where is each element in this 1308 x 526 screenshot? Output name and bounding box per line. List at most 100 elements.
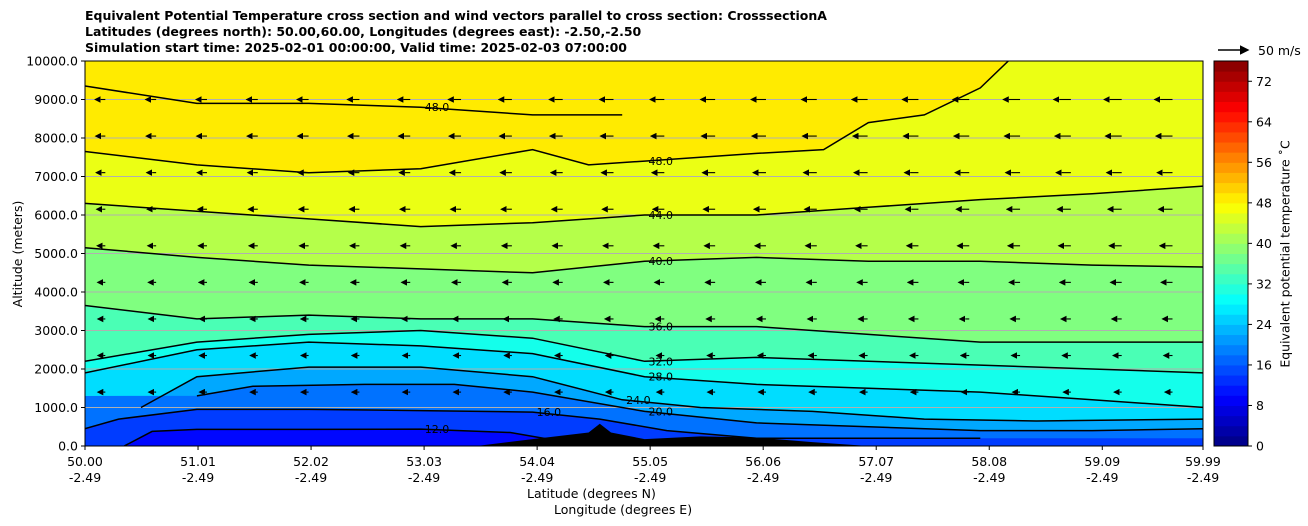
colorbar-tick-label: 32 xyxy=(1256,276,1272,291)
colorbar-swatch xyxy=(1214,375,1248,386)
colorbar-swatch xyxy=(1214,101,1248,113)
x-tick-label-lat: 51.01 xyxy=(180,454,216,469)
y-tick-label: 10000.0 xyxy=(26,54,78,69)
contour-line-32 xyxy=(85,329,1203,374)
y-tick-label: 1000.0 xyxy=(34,400,78,415)
colorbar-tick-label: 8 xyxy=(1256,398,1264,413)
x-tick-label-lat: 55.05 xyxy=(632,454,668,469)
contour-line-16 xyxy=(85,408,981,440)
x-tick-label-lon: -2.49 xyxy=(1086,470,1118,485)
wind-vector-field xyxy=(94,96,1173,396)
y-axis: 0.0 1000.0 2000.0 3000.0 4000.0 5000.0 6000.0 7… xyxy=(26,54,85,454)
colorbar-swatch xyxy=(1214,202,1248,214)
colorbar-swatch xyxy=(1214,334,1248,346)
band-below-12 xyxy=(124,429,600,446)
x-axis-label-longitude: Longitude (degrees E) xyxy=(554,502,693,517)
colorbar: 0 8 16 24 32 40 48 56 64 72 xyxy=(1213,60,1272,454)
colorbar-swatch xyxy=(1214,415,1248,427)
colorbar-tick-label: 48 xyxy=(1256,195,1272,210)
y-axis-label: Altitude (meters) xyxy=(10,200,25,308)
contour-label: 48.0 xyxy=(425,101,450,114)
colorbar-swatch xyxy=(1214,324,1248,336)
x-tick-label-lat: 59.09 xyxy=(1084,454,1120,469)
contour-line-44 xyxy=(85,185,1203,228)
x-tick-label-lon: -2.49 xyxy=(747,470,779,485)
colorbar-tick-label: 72 xyxy=(1256,74,1272,89)
colorbar-swatch xyxy=(1214,121,1248,133)
x-tick-label-lat: 53.03 xyxy=(406,454,442,469)
colorbar-swatch xyxy=(1214,304,1248,315)
colorbar-frame xyxy=(1213,60,1249,447)
colorbar-swatch xyxy=(1214,142,1248,153)
colorbar-swatch xyxy=(1214,131,1248,143)
horizontal-gridlines xyxy=(85,99,1203,408)
colorbar-swatch xyxy=(1214,364,1248,376)
y-tick-label: 0.0 xyxy=(58,439,78,454)
colorbar-swatch xyxy=(1214,263,1248,275)
colorbar-swatch xyxy=(1214,253,1248,265)
x-tick-label-lat: 54.04 xyxy=(519,454,555,469)
colorbar-swatch xyxy=(1214,223,1248,234)
colorbar-swatch xyxy=(1214,243,1248,254)
colorbar-swatch xyxy=(1214,233,1248,244)
colorbar-swatch xyxy=(1214,294,1248,305)
y-tick-label: 5000.0 xyxy=(34,246,78,261)
colorbar-swatch xyxy=(1214,172,1248,184)
y-tick-label: 4000.0 xyxy=(34,285,78,300)
contour-label: 16.0 xyxy=(537,406,562,419)
colorbar-swatch xyxy=(1214,273,1248,285)
x-tick-label-lat: 57.07 xyxy=(858,454,894,469)
x-axis: 50.00-2.4951.01-2.4952.02-2.4953.03-2.49… xyxy=(67,446,1221,485)
contour-line-24 xyxy=(140,366,1203,422)
terrain-shape xyxy=(476,423,869,446)
contour-line-20 xyxy=(196,383,1203,432)
contour-line-48 xyxy=(85,61,1009,174)
colorbar-swatch xyxy=(1214,435,1248,447)
colorbar-tick-label: 16 xyxy=(1256,357,1272,372)
x-tick-label-lon: -2.49 xyxy=(69,470,101,485)
x-tick-label-lat: 59.99 xyxy=(1185,454,1221,469)
x-tick-label-lat: 56.06 xyxy=(745,454,781,469)
contour-label: 12.0 xyxy=(425,423,450,436)
colorbar-swatch xyxy=(1214,385,1248,396)
x-axis-label-latitude: Latitude (degrees N) xyxy=(527,486,656,501)
colorbar-label: Equivalent potential temperature ˚C xyxy=(1277,140,1293,368)
contour-label: 36.0 xyxy=(649,321,674,334)
colorbar-tick-label: 0 xyxy=(1256,439,1264,454)
y-tick-label: 2000.0 xyxy=(34,362,78,377)
contour-line-48 xyxy=(85,85,623,116)
contour-lines: 12.0 16.0 20.024.0 28.0 32.0 36.0 40.0 44.0 48.0… xyxy=(85,61,1203,446)
colorbar-swatch xyxy=(1214,81,1248,92)
colorbar-tick-label: 56 xyxy=(1256,155,1272,170)
x-tick-label-lon: -2.49 xyxy=(295,470,327,485)
chart-title-line-2: Latitudes (degrees north): 50.00,60.00, … xyxy=(85,24,642,39)
chart-title-line-1: Equivalent Potential Temperature cross s… xyxy=(85,8,827,23)
x-tick-label-lon: -2.49 xyxy=(182,470,214,485)
colorbar-swatch xyxy=(1214,71,1248,82)
colorbar-swatch xyxy=(1214,405,1248,417)
contour-label: 40.0 xyxy=(649,255,674,268)
y-tick-label: 8000.0 xyxy=(34,131,78,146)
y-tick-label: 7000.0 xyxy=(34,169,78,184)
colorbar-tick-label: 40 xyxy=(1256,236,1272,251)
colorbar-swatch xyxy=(1214,354,1248,366)
x-tick-label-lat: 50.00 xyxy=(67,454,103,469)
colorbar-swatch xyxy=(1214,182,1248,194)
contour-line-40 xyxy=(85,246,1203,274)
colorbar-swatch xyxy=(1214,425,1248,437)
colorbar-swatch xyxy=(1214,212,1248,224)
contour-line-12 xyxy=(123,428,600,446)
terrain-silhouette xyxy=(476,423,869,446)
x-tick-label-lon: -2.49 xyxy=(408,470,440,485)
x-tick-label-lat: 58.08 xyxy=(971,454,1007,469)
contour-label: 44.0 xyxy=(649,209,674,222)
x-tick-label-lon: -2.49 xyxy=(634,470,666,485)
colorbar-swatch xyxy=(1214,314,1248,325)
colorbar-tick-label: 24 xyxy=(1256,317,1272,332)
contour-line-36 xyxy=(85,304,1203,343)
chart-title-line-3: Simulation start time: 2025-02-01 00:00:… xyxy=(85,40,627,55)
colorbar-swatch xyxy=(1214,162,1248,173)
contour-label: 48.0 xyxy=(649,155,674,168)
x-tick-label-lon: -2.49 xyxy=(973,470,1005,485)
y-tick-label: 9000.0 xyxy=(34,92,78,107)
